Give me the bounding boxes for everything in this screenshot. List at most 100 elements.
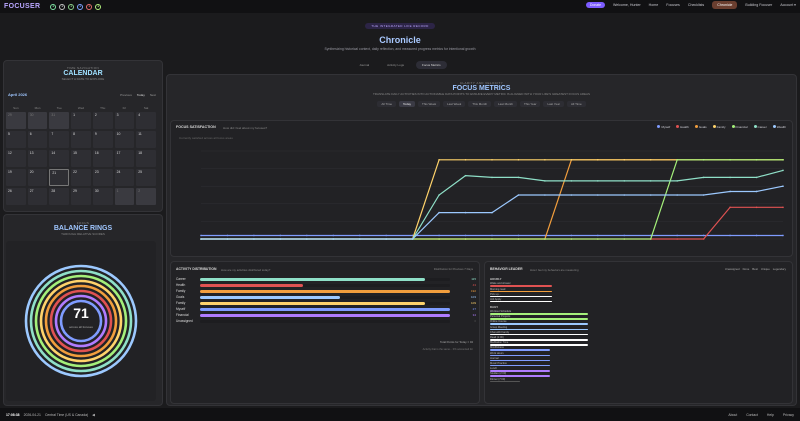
data-point[interactable] bbox=[702, 238, 705, 240]
activity-row[interactable]: Myself 27 bbox=[176, 306, 476, 312]
calendar-day[interactable]: 9 bbox=[92, 131, 113, 148]
quick-icon-4[interactable]: ● bbox=[86, 3, 93, 10]
leader-row[interactable]: Morning read bbox=[490, 287, 788, 293]
leader-row[interactable]: Wake and shower bbox=[490, 282, 788, 287]
leader-row[interactable]: Workout Schedule bbox=[490, 310, 788, 315]
next-month-button[interactable]: Next bbox=[149, 93, 156, 97]
leader-row[interactable]: Studies (2:00) bbox=[490, 372, 788, 377]
data-point[interactable] bbox=[782, 169, 784, 172]
data-point[interactable] bbox=[279, 238, 282, 240]
data-point[interactable] bbox=[702, 194, 705, 196]
nav-home[interactable]: Home bbox=[648, 3, 659, 7]
leader-row[interactable]: Job Apply bbox=[490, 298, 788, 303]
data-point[interactable] bbox=[438, 211, 440, 214]
range-chip[interactable]: This Month bbox=[468, 101, 492, 107]
data-point[interactable] bbox=[702, 234, 705, 237]
calendar-day[interactable]: 24 bbox=[114, 169, 135, 186]
activity-range[interactable]: Distribution for Previous 7 Days bbox=[433, 267, 473, 271]
legend-item[interactable]: Family bbox=[712, 125, 726, 129]
data-point[interactable] bbox=[782, 159, 784, 161]
data-point[interactable] bbox=[491, 238, 493, 240]
app-logo[interactable]: FOCUSER bbox=[4, 3, 41, 10]
data-point[interactable] bbox=[729, 176, 731, 179]
quick-icon-2[interactable]: ● bbox=[68, 3, 75, 10]
data-point[interactable] bbox=[676, 159, 678, 161]
data-point[interactable] bbox=[597, 180, 599, 182]
data-point[interactable] bbox=[729, 159, 731, 161]
data-point[interactable] bbox=[517, 194, 520, 196]
calendar-day[interactable]: 4 bbox=[136, 112, 156, 129]
data-point[interactable] bbox=[385, 238, 387, 240]
leader-filter[interactable]: Legendary bbox=[772, 267, 786, 271]
calendar-day[interactable]: 5 bbox=[6, 131, 26, 148]
data-point[interactable] bbox=[253, 238, 255, 240]
data-point[interactable] bbox=[411, 238, 414, 240]
data-point[interactable] bbox=[491, 234, 493, 237]
footer-about[interactable]: About bbox=[728, 412, 738, 417]
range-chip[interactable]: All Time bbox=[377, 101, 396, 107]
calendar-day[interactable]: 30 bbox=[92, 188, 113, 205]
data-point[interactable] bbox=[782, 234, 784, 237]
data-point[interactable] bbox=[597, 194, 599, 196]
data-point[interactable] bbox=[755, 190, 758, 193]
leader-filter[interactable]: Unique bbox=[760, 267, 770, 271]
activity-row[interactable]: Family 192 bbox=[176, 288, 476, 294]
calendar-day[interactable]: 14 bbox=[49, 150, 70, 167]
calendar-day[interactable]: 10 bbox=[114, 131, 135, 148]
calendar-day[interactable]: 27 bbox=[27, 188, 48, 205]
legend-item[interactable]: Myself bbox=[657, 125, 670, 129]
leader-row[interactable]: Pick up... bbox=[490, 292, 788, 298]
calendar-day[interactable]: 8 bbox=[71, 131, 91, 148]
data-point[interactable] bbox=[570, 180, 573, 182]
data-point[interactable] bbox=[623, 159, 626, 161]
calendar-day[interactable]: 15 bbox=[71, 150, 91, 167]
leader-filter[interactable]: Best bbox=[752, 267, 758, 271]
data-point[interactable] bbox=[649, 194, 652, 196]
legend-item[interactable]: Wealth bbox=[772, 125, 786, 129]
data-point[interactable] bbox=[544, 159, 546, 161]
data-point[interactable] bbox=[438, 194, 440, 196]
calendar-day[interactable]: 6 bbox=[27, 131, 48, 148]
data-point[interactable] bbox=[438, 234, 440, 237]
tab-activity-logs[interactable]: Activity Logs bbox=[387, 63, 404, 67]
data-point[interactable] bbox=[676, 238, 678, 240]
activity-row[interactable]: Career 115 bbox=[176, 276, 476, 282]
calendar-day[interactable]: 25 bbox=[136, 169, 156, 186]
data-point[interactable] bbox=[464, 174, 467, 177]
data-point[interactable] bbox=[358, 234, 361, 237]
leader-row[interactable]: Dinner (7:00) bbox=[490, 377, 788, 383]
leader-filter[interactable]: Done bbox=[742, 267, 750, 271]
data-point[interactable] bbox=[570, 234, 573, 237]
data-point[interactable] bbox=[676, 234, 678, 237]
data-point[interactable] bbox=[544, 194, 546, 196]
calendar-day[interactable]: 23 bbox=[92, 169, 113, 186]
calendar-day[interactable]: 1 bbox=[71, 112, 91, 129]
range-chip[interactable]: Last Month bbox=[494, 101, 517, 107]
data-point[interactable] bbox=[597, 159, 599, 161]
nav-focuses[interactable]: Focuses bbox=[666, 3, 680, 7]
activity-row[interactable]: Financial 34 bbox=[176, 312, 476, 318]
data-point[interactable] bbox=[729, 190, 731, 193]
data-point[interactable] bbox=[623, 238, 626, 240]
data-point[interactable] bbox=[491, 211, 493, 214]
leader-row[interactable]: Personal Projects bbox=[490, 315, 788, 320]
prev-month-button[interactable]: Previous bbox=[120, 93, 132, 97]
range-chip[interactable]: This Week bbox=[418, 101, 441, 107]
data-point[interactable] bbox=[306, 234, 308, 237]
nav-building[interactable]: Building Focuser bbox=[745, 3, 773, 7]
data-point[interactable] bbox=[649, 180, 652, 182]
data-point[interactable] bbox=[702, 176, 705, 179]
calendar-day[interactable]: 28 bbox=[49, 188, 70, 205]
data-point[interactable] bbox=[755, 206, 758, 209]
footer-contact[interactable]: Contact bbox=[746, 412, 758, 417]
legend-item[interactable]: Career bbox=[753, 125, 767, 129]
footer-help[interactable]: Help bbox=[766, 412, 774, 417]
calendar-day[interactable]: 21 bbox=[49, 169, 70, 186]
data-point[interactable] bbox=[544, 180, 546, 182]
data-point[interactable] bbox=[253, 234, 255, 237]
data-point[interactable] bbox=[649, 159, 652, 161]
leader-row[interactable]: Journal bbox=[490, 356, 788, 362]
calendar-day[interactable]: 31 bbox=[49, 112, 70, 129]
calendar-day[interactable]: 17 bbox=[114, 150, 135, 167]
calendar-day[interactable]: 19 bbox=[6, 169, 26, 186]
